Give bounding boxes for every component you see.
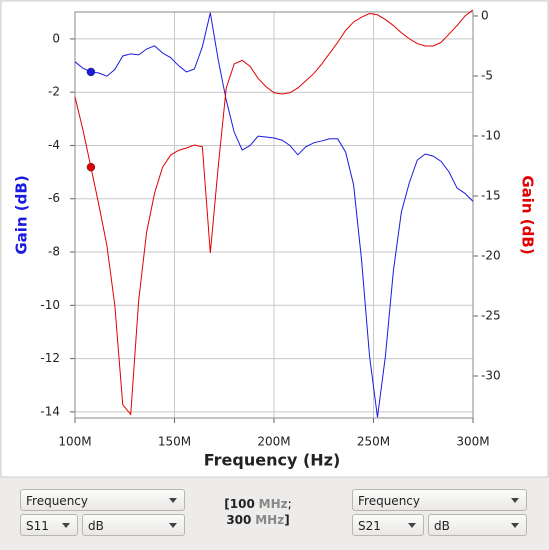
y2-tick-label: -25 [481,308,501,322]
bracket: [ [224,497,230,511]
domain-select[interactable]: Frequency [352,489,527,511]
param-select[interactable]: S11 [20,514,78,536]
y-tick-label: -8 [48,245,60,259]
y2-tick-label: -5 [481,68,493,82]
select-text: S21 [358,519,381,533]
y-tick-label: -4 [48,138,60,152]
y-axis-title: Gain (dB) [13,175,31,254]
select-text: Frequency [26,494,88,508]
y-tick-label: -10 [40,298,60,312]
y2-axis-title: Gain (dB) [519,175,537,254]
y-tick-label: -12 [40,351,60,365]
marker [86,162,96,172]
select-text: S11 [26,519,49,533]
range-start: 100 [229,497,255,511]
x-tick-label: 100M [58,435,91,449]
y-tick-label: -2 [48,85,60,99]
y2-tick-label: 0 [481,8,489,22]
y2-tick-label: -10 [481,128,501,142]
unit: MHz [255,513,285,527]
marker [86,67,96,77]
select-text: Frequency [358,494,420,508]
x-tick-label: 300M [456,435,489,449]
select-text: dB [88,519,104,533]
sep: ; [287,497,292,511]
format-select[interactable]: dB [82,514,185,536]
bracket: ] [284,513,290,527]
range-text: [100 MHz; 300 MHz] [218,496,298,528]
series-line [74,12,474,418]
y-tick-label: 0 [52,31,60,45]
x-tick-label: 150M [158,435,191,449]
select-text: dB [434,519,450,533]
format-select[interactable]: dB [428,514,527,536]
y2-tick-label: -20 [481,248,501,262]
range-end: 300 [226,513,252,527]
domain-select[interactable]: Frequency [20,489,185,511]
x-axis-title: Frequency (Hz) [204,451,341,470]
chart: Frequency (Hz) Gain (dB) Gain (dB) 100M 1… [0,0,549,478]
x-tick-label: 200M [257,435,290,449]
x-tick-label: 250M [357,435,390,449]
plot-border [74,11,474,419]
series-line [74,9,474,416]
y-tick-label: -6 [48,191,60,205]
y2-tick-label: -15 [481,188,501,202]
y2-tick-label: -30 [481,368,501,382]
param-select[interactable]: S21 [352,514,424,536]
y-tick-label: -14 [40,404,60,418]
unit: MHz [258,497,288,511]
